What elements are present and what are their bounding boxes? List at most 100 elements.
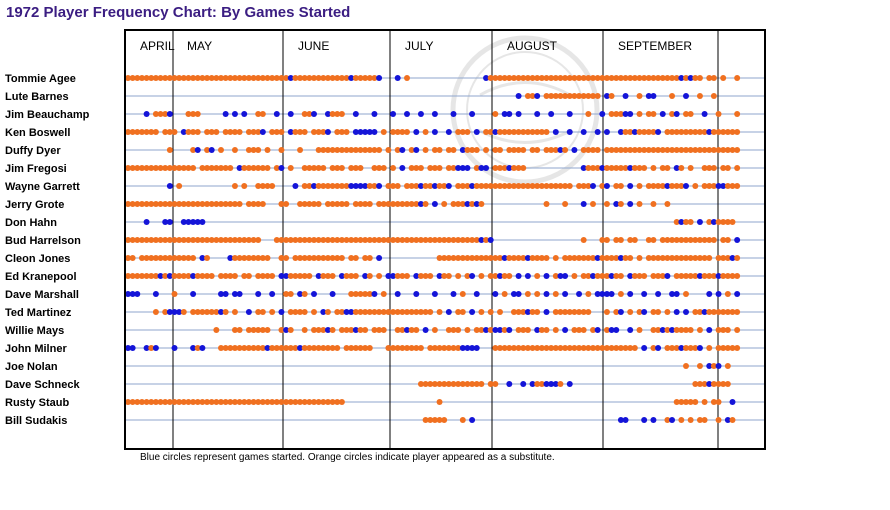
substitute-dot (673, 183, 680, 189)
substitute-dot (543, 255, 550, 261)
substitute-dot (687, 417, 694, 423)
substitute-dot (608, 255, 615, 261)
substitute-dot (613, 255, 620, 261)
substitute-dot (608, 345, 615, 351)
month-labels: APRIL MAY JUNE JULY AUGUST SEPTEMBER (140, 39, 692, 53)
game-started-dot (557, 147, 564, 153)
substitute-dot (631, 165, 638, 171)
substitute-dot (334, 237, 341, 243)
substitute-dot (729, 417, 736, 423)
substitute-dot (469, 237, 476, 243)
game-started-dot (473, 129, 480, 135)
substitute-dot (706, 147, 713, 153)
substitute-dot (366, 201, 373, 207)
substitute-dot (510, 147, 517, 153)
game-started-dot (390, 273, 397, 279)
row-lines (125, 77, 765, 421)
substitute-dot (441, 345, 448, 351)
substitute-dot (250, 327, 257, 333)
game-started-dot (543, 291, 550, 297)
substitute-dot (603, 327, 610, 333)
substitute-dot (562, 201, 569, 207)
substitute-dot (455, 309, 462, 315)
substitute-dot (399, 237, 406, 243)
substitute-dot (190, 111, 197, 117)
substitute-dot (720, 345, 727, 351)
game-started-dot (529, 381, 536, 387)
substitute-dot (692, 399, 699, 405)
substitute-dot (534, 381, 541, 387)
substitute-dot (506, 183, 513, 189)
substitute-dot (696, 327, 703, 333)
game-started-dot (492, 129, 499, 135)
substitute-dot (190, 309, 197, 315)
substitute-dot (194, 237, 201, 243)
player-label: John Milner (5, 343, 67, 355)
substitute-dot (655, 183, 662, 189)
substitute-dot (687, 399, 694, 405)
substitute-dot (590, 345, 596, 351)
substitute-dot (129, 165, 136, 171)
substitute-dot (357, 309, 364, 315)
substitute-dot (501, 327, 508, 333)
substitute-dot (138, 75, 145, 81)
substitute-dot (669, 255, 676, 261)
substitute-dot (571, 309, 578, 315)
substitute-dot (255, 75, 262, 81)
substitute-dot (515, 327, 522, 333)
substitute-dot (636, 273, 643, 279)
substitute-dot (301, 237, 308, 243)
substitute-dot (650, 111, 657, 117)
substitute-dot (552, 291, 559, 297)
game-started-dot (673, 111, 680, 117)
substitute-dot (585, 147, 592, 153)
player-label: Bill Sudakis (5, 415, 67, 427)
substitute-dot (306, 345, 313, 351)
substitute-dot (259, 165, 266, 171)
substitute-dot (250, 147, 257, 153)
substitute-dot (176, 183, 183, 189)
substitute-dot (125, 201, 131, 207)
substitute-dot (134, 201, 141, 207)
player-label: Wayne Garrett (5, 181, 80, 193)
substitute-dot (125, 237, 131, 243)
game-started-dot (715, 183, 722, 189)
substitute-dot (455, 381, 462, 387)
substitute-dot (148, 255, 155, 261)
substitute-dot (250, 255, 257, 261)
substitute-dot (590, 201, 596, 207)
substitute-dot (362, 255, 369, 261)
substitute-dot (315, 165, 322, 171)
substitute-dot (613, 309, 620, 315)
game-started-dot (394, 291, 401, 297)
substitute-dot (436, 399, 443, 405)
substitute-dot (324, 345, 331, 351)
substitute-dot (534, 75, 541, 81)
game-started-dot (701, 111, 708, 117)
substitute-dot (264, 273, 271, 279)
substitute-dot (255, 183, 262, 189)
substitute-dot (622, 345, 629, 351)
substitute-dot (338, 327, 345, 333)
game-started-dot (655, 345, 662, 351)
substitute-dot (250, 129, 257, 135)
substitute-dot (710, 165, 717, 171)
substitute-dot (213, 327, 220, 333)
game-started-dot (352, 183, 359, 189)
substitute-dot (255, 201, 262, 207)
substitute-dot (176, 201, 183, 207)
substitute-dot (334, 309, 341, 315)
substitute-dot (492, 345, 499, 351)
substitute-dot (334, 183, 341, 189)
substitute-dot (306, 273, 313, 279)
substitute-dot (622, 255, 629, 261)
substitute-dot (129, 273, 136, 279)
substitute-dot (734, 273, 741, 279)
substitute-dot (390, 237, 397, 243)
substitute-dot (306, 399, 313, 405)
substitute-dot (710, 129, 717, 135)
substitute-dot (724, 165, 731, 171)
substitute-dot (218, 399, 224, 405)
substitute-dot (580, 327, 587, 333)
chart-frame (124, 29, 766, 450)
